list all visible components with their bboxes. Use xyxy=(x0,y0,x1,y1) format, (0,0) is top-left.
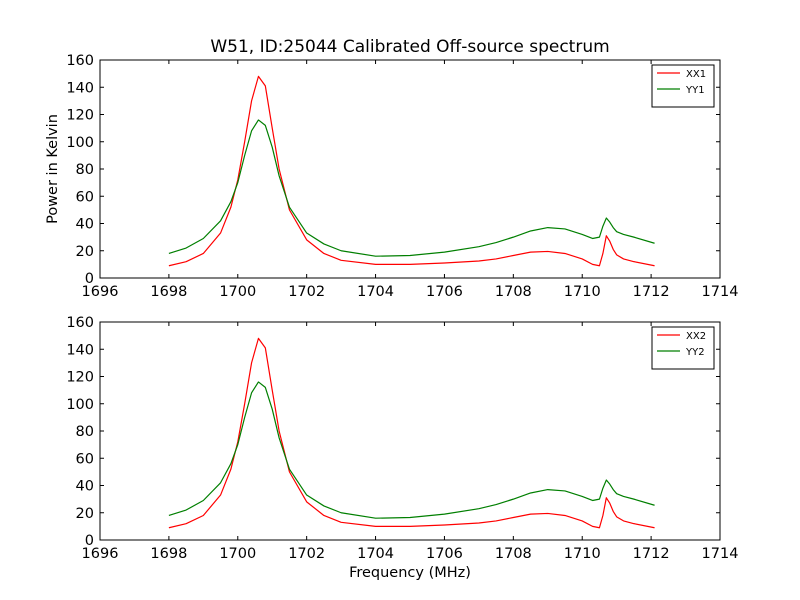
y-tick-label: 40 xyxy=(76,217,94,233)
y-tick-label: 140 xyxy=(66,342,94,358)
series-line-yy2 xyxy=(168,381,655,519)
subplots: 1696 1698 1700 1702 1704 1706 1708 1710 1712 1714… xyxy=(45,53,738,581)
series-line-xx2 xyxy=(168,337,655,529)
y-tick-label: 160 xyxy=(66,315,94,331)
subplot-2: 1696 1698 1700 1702 1704 1706 1708 1710 1712 1714… xyxy=(66,315,738,581)
x-tick-label: 1714 xyxy=(702,546,739,562)
x-tick-label: 1706 xyxy=(426,546,463,562)
y-tick-label: 80 xyxy=(76,162,94,178)
x-tick-label: 1714 xyxy=(702,284,739,300)
x-tick-label: 1698 xyxy=(150,546,187,562)
y-tick-label: 80 xyxy=(76,424,94,440)
y-tick-label: 0 xyxy=(85,271,94,287)
legend-entry-xx2: XX2 xyxy=(686,331,706,342)
x-tick-label: 1704 xyxy=(357,546,394,562)
legend-entry-yy2: YY2 xyxy=(685,347,705,358)
x-tick-label: 1704 xyxy=(357,284,394,300)
y-tick-label: 20 xyxy=(76,244,94,260)
x-axis-label: Frequency (MHz) xyxy=(349,565,471,581)
y-tick-label: 120 xyxy=(66,370,94,386)
series-line-xx1 xyxy=(168,75,655,267)
legend-box xyxy=(651,64,715,108)
y-tick-label: 40 xyxy=(76,479,94,495)
x-tick-label: 1696 xyxy=(82,546,119,562)
x-tick-label: 1696 xyxy=(82,284,119,300)
x-tick-label: 1708 xyxy=(495,546,532,562)
y-axis-label: Power in Kelvin xyxy=(45,114,61,224)
y-tick-label: 60 xyxy=(76,189,94,205)
series-lines xyxy=(168,75,655,267)
x-tick-label: 1708 xyxy=(495,284,532,300)
x-tick-label: 1706 xyxy=(426,284,463,300)
y-tick-label: 100 xyxy=(66,397,94,413)
x-tick-label: 1710 xyxy=(564,284,601,300)
x-tick-label: 1698 xyxy=(150,284,187,300)
y-tick-label: 20 xyxy=(76,506,94,522)
x-tick-label: 1700 xyxy=(219,546,256,562)
y-tick-label: 160 xyxy=(66,53,94,69)
x-tick-label: 1710 xyxy=(564,546,601,562)
x-tick-label: 1712 xyxy=(633,546,670,562)
y-tick-label: 60 xyxy=(76,451,94,467)
series-line-yy1 xyxy=(168,119,655,257)
x-tick-label: 1702 xyxy=(288,546,325,562)
y-tick-label: 0 xyxy=(85,533,94,549)
series-lines xyxy=(168,337,655,529)
y-tick-label: 120 xyxy=(66,108,94,124)
chart-title: W51, ID:25044 Calibrated Off-source spec… xyxy=(210,37,609,57)
x-tick-label: 1712 xyxy=(633,284,670,300)
y-tick-label: 140 xyxy=(66,80,94,96)
subplot-1: 1696 1698 1700 1702 1704 1706 1708 1710 1712 1714… xyxy=(45,53,738,300)
legend-entry-xx1: XX1 xyxy=(686,69,706,80)
x-tick-label: 1700 xyxy=(219,284,256,300)
y-tick-label: 100 xyxy=(66,135,94,151)
legend-box xyxy=(651,326,715,370)
legend-entry-yy1: YY1 xyxy=(685,85,705,96)
x-tick-label: 1702 xyxy=(288,284,325,300)
